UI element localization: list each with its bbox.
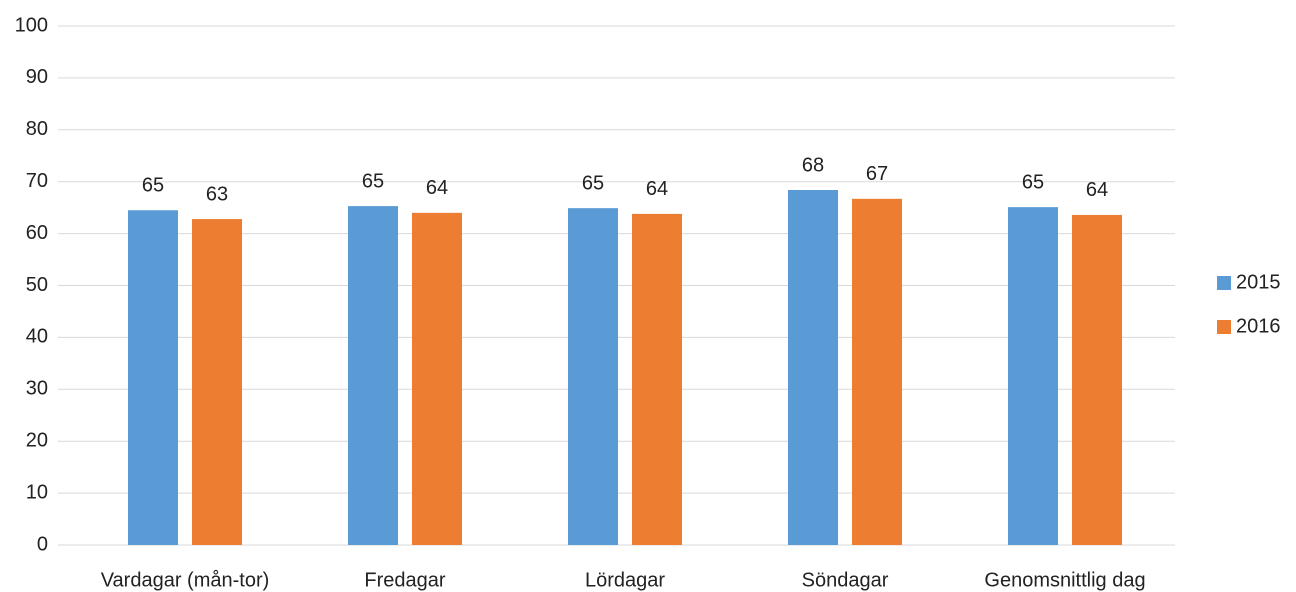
data-label: 65 (582, 172, 604, 194)
legend-label: 2016 (1236, 315, 1281, 337)
y-tick-label: 30 (26, 378, 48, 400)
bar (128, 210, 178, 545)
legend-swatch (1217, 320, 1231, 334)
x-tick-label: Lördagar (585, 569, 665, 591)
y-tick-label: 60 (26, 222, 48, 244)
x-tick-label: Söndagar (802, 569, 889, 591)
bar (348, 206, 398, 545)
bar (412, 212, 462, 545)
data-label: 67 (866, 163, 888, 185)
y-tick-label: 40 (26, 326, 48, 348)
y-tick-label: 10 (26, 481, 48, 503)
data-label: 64 (426, 177, 448, 199)
bar (788, 190, 838, 545)
x-tick-label: Vardagar (mån-tor) (101, 569, 270, 591)
y-tick-label: 70 (26, 170, 48, 192)
bar (1072, 214, 1122, 545)
y-tick-label: 20 (26, 429, 48, 451)
bar (632, 213, 682, 546)
x-tick-label: Fredagar (364, 569, 445, 591)
y-tick-label: 100 (15, 14, 48, 36)
bar (1008, 207, 1058, 546)
data-label: 68 (802, 154, 824, 176)
y-tick-label: 50 (26, 274, 48, 296)
legend-swatch (1217, 276, 1231, 290)
data-label: 65 (1022, 171, 1044, 193)
data-label: 65 (362, 170, 384, 192)
x-tick-label: Genomsnittlig dag (984, 569, 1145, 591)
bar (568, 208, 618, 545)
bar (852, 198, 902, 545)
y-tick-label: 80 (26, 118, 48, 140)
y-tick-label: 90 (26, 66, 48, 88)
y-tick-label: 0 (37, 533, 48, 555)
data-label: 64 (646, 178, 668, 200)
data-label: 65 (142, 175, 164, 197)
data-label: 64 (1086, 179, 1108, 201)
legend-label: 2015 (1236, 271, 1281, 293)
data-label: 63 (206, 183, 228, 205)
bar (192, 219, 242, 545)
